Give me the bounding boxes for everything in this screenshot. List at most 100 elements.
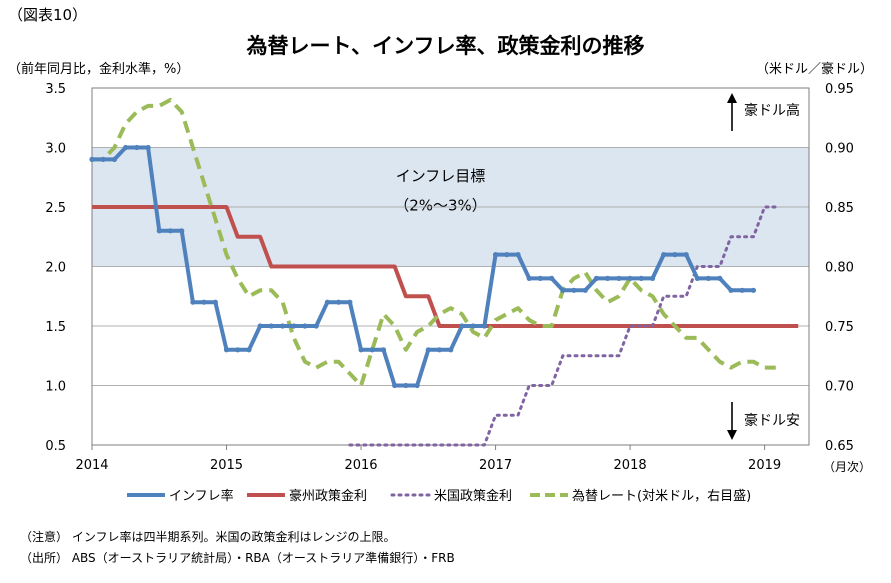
- series-point-0: [649, 275, 656, 281]
- right-tick-label: 0.70: [825, 380, 854, 395]
- series-point-0: [750, 287, 757, 293]
- series-point-0: [291, 323, 297, 329]
- series-point-0: [123, 144, 129, 151]
- note-line: （注意） インフレ率は四半期系列。米国の政策金利はレンジの上限。: [20, 530, 396, 544]
- right-tick-label: 0.85: [825, 201, 854, 216]
- right-tick-label: 0.90: [825, 142, 854, 157]
- x-unit-label: （月次）: [823, 460, 871, 474]
- series-point-0: [627, 275, 633, 281]
- left-tick-label: 2.5: [45, 201, 66, 216]
- series-point-0: [257, 323, 263, 329]
- right-tick-label: 0.95: [825, 82, 854, 97]
- x-tick-label: 2016: [344, 458, 377, 473]
- series-point-0: [223, 347, 230, 353]
- series-point-0: [201, 299, 207, 305]
- series-point-0: [392, 382, 398, 389]
- series-point-0: [560, 287, 566, 293]
- legend-label: 豪州政策金利: [289, 488, 367, 504]
- left-tick-label: 2.0: [45, 261, 66, 276]
- series-point-0: [403, 382, 409, 389]
- series-point-0: [100, 156, 106, 162]
- series-point-0: [571, 287, 577, 293]
- series-point-0: [661, 252, 667, 258]
- figure-label: （図表10）: [8, 6, 88, 24]
- source-line: （出所） ABS（オーストラリア統計局）・RBA（オーストラリア準備銀行）・FR…: [20, 551, 455, 565]
- left-tick-label: 1.5: [45, 320, 66, 335]
- series-point-0: [504, 252, 510, 258]
- legend-label: 米国政策金利: [434, 488, 512, 504]
- series-point-0: [739, 287, 745, 293]
- series-point-0: [616, 275, 622, 281]
- series-line-2: [348, 205, 778, 447]
- series-point-0: [167, 228, 174, 234]
- arrow-up-head: [727, 93, 737, 103]
- arrow-down-head: [727, 430, 737, 440]
- series-point-0: [268, 323, 274, 329]
- series-point-0: [246, 347, 252, 353]
- x-tick-label: 2015: [210, 458, 243, 473]
- left-tick-label: 0.5: [45, 439, 66, 454]
- series-point-0: [425, 347, 431, 353]
- series-point-0: [380, 347, 387, 353]
- series-point-0: [638, 275, 644, 281]
- right-tick-label: 0.80: [825, 261, 854, 276]
- series-point-0: [212, 299, 218, 305]
- series-point-0: [470, 323, 476, 329]
- arrow-up-label: 豪ドル高: [744, 102, 800, 119]
- series-point-0: [179, 228, 185, 234]
- series-point-0: [369, 347, 375, 353]
- left-tick-label: 3.5: [45, 82, 66, 97]
- series-point-0: [111, 156, 118, 162]
- x-tick-label: 2019: [748, 458, 781, 473]
- right-tick-label: 0.65: [825, 439, 854, 454]
- band-label: インフレ目標: [396, 167, 486, 185]
- legend-label: インフレ率: [169, 488, 234, 504]
- series-point-0: [145, 144, 151, 151]
- x-tick-label: 2014: [75, 458, 108, 473]
- series-point-0: [324, 299, 331, 305]
- series-point-0: [134, 144, 140, 151]
- left-tick-label: 3.0: [45, 142, 66, 157]
- left-axis-label: （前年同月比，金利水準，%）: [8, 62, 190, 77]
- series-point-0: [582, 287, 588, 293]
- band-range-label: （2%～3%）: [394, 197, 487, 215]
- series-point-0: [694, 275, 700, 281]
- series-point-0: [492, 252, 499, 258]
- series-point-0: [436, 347, 443, 353]
- series-point-0: [313, 323, 319, 329]
- series-point-0: [280, 323, 286, 329]
- series-point-0: [515, 252, 521, 258]
- series-point-0: [526, 275, 532, 281]
- series-point-0: [414, 382, 420, 389]
- x-tick-label: 2017: [479, 458, 512, 473]
- right-tick-label: 0.75: [825, 320, 854, 335]
- series-point-0: [593, 275, 600, 281]
- series-point-0: [728, 287, 734, 293]
- series-point-0: [683, 252, 689, 258]
- series-point-0: [705, 275, 712, 281]
- series-point-0: [358, 347, 364, 353]
- left-tick-label: 1.0: [45, 380, 66, 395]
- series-point-0: [89, 156, 95, 162]
- series-point-0: [448, 347, 454, 353]
- series-point-0: [717, 275, 723, 281]
- legend-label: 為替レート(対米ドル，右目盛): [572, 488, 751, 504]
- series-point-0: [481, 323, 487, 329]
- x-tick-label: 2018: [614, 458, 647, 473]
- right-axis-label: （米ドル／豪ドル）: [755, 62, 873, 77]
- series-point-0: [537, 275, 543, 281]
- series-point-0: [302, 323, 308, 329]
- series-point-0: [235, 347, 241, 353]
- series-point-0: [605, 275, 611, 281]
- chart-title: 為替レート、インフレ率、政策金利の推移: [246, 34, 645, 58]
- series-point-0: [156, 228, 162, 234]
- series-point-0: [190, 299, 196, 305]
- series-point-0: [347, 299, 353, 305]
- series-line-3: [92, 97, 776, 388]
- series-point-0: [459, 323, 465, 329]
- series-point-0: [549, 275, 555, 281]
- arrow-down-label: 豪ドル安: [744, 413, 800, 429]
- series-point-0: [672, 252, 678, 258]
- series-point-0: [335, 299, 342, 305]
